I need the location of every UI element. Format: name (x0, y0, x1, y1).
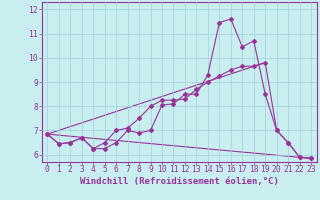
X-axis label: Windchill (Refroidissement éolien,°C): Windchill (Refroidissement éolien,°C) (80, 177, 279, 186)
